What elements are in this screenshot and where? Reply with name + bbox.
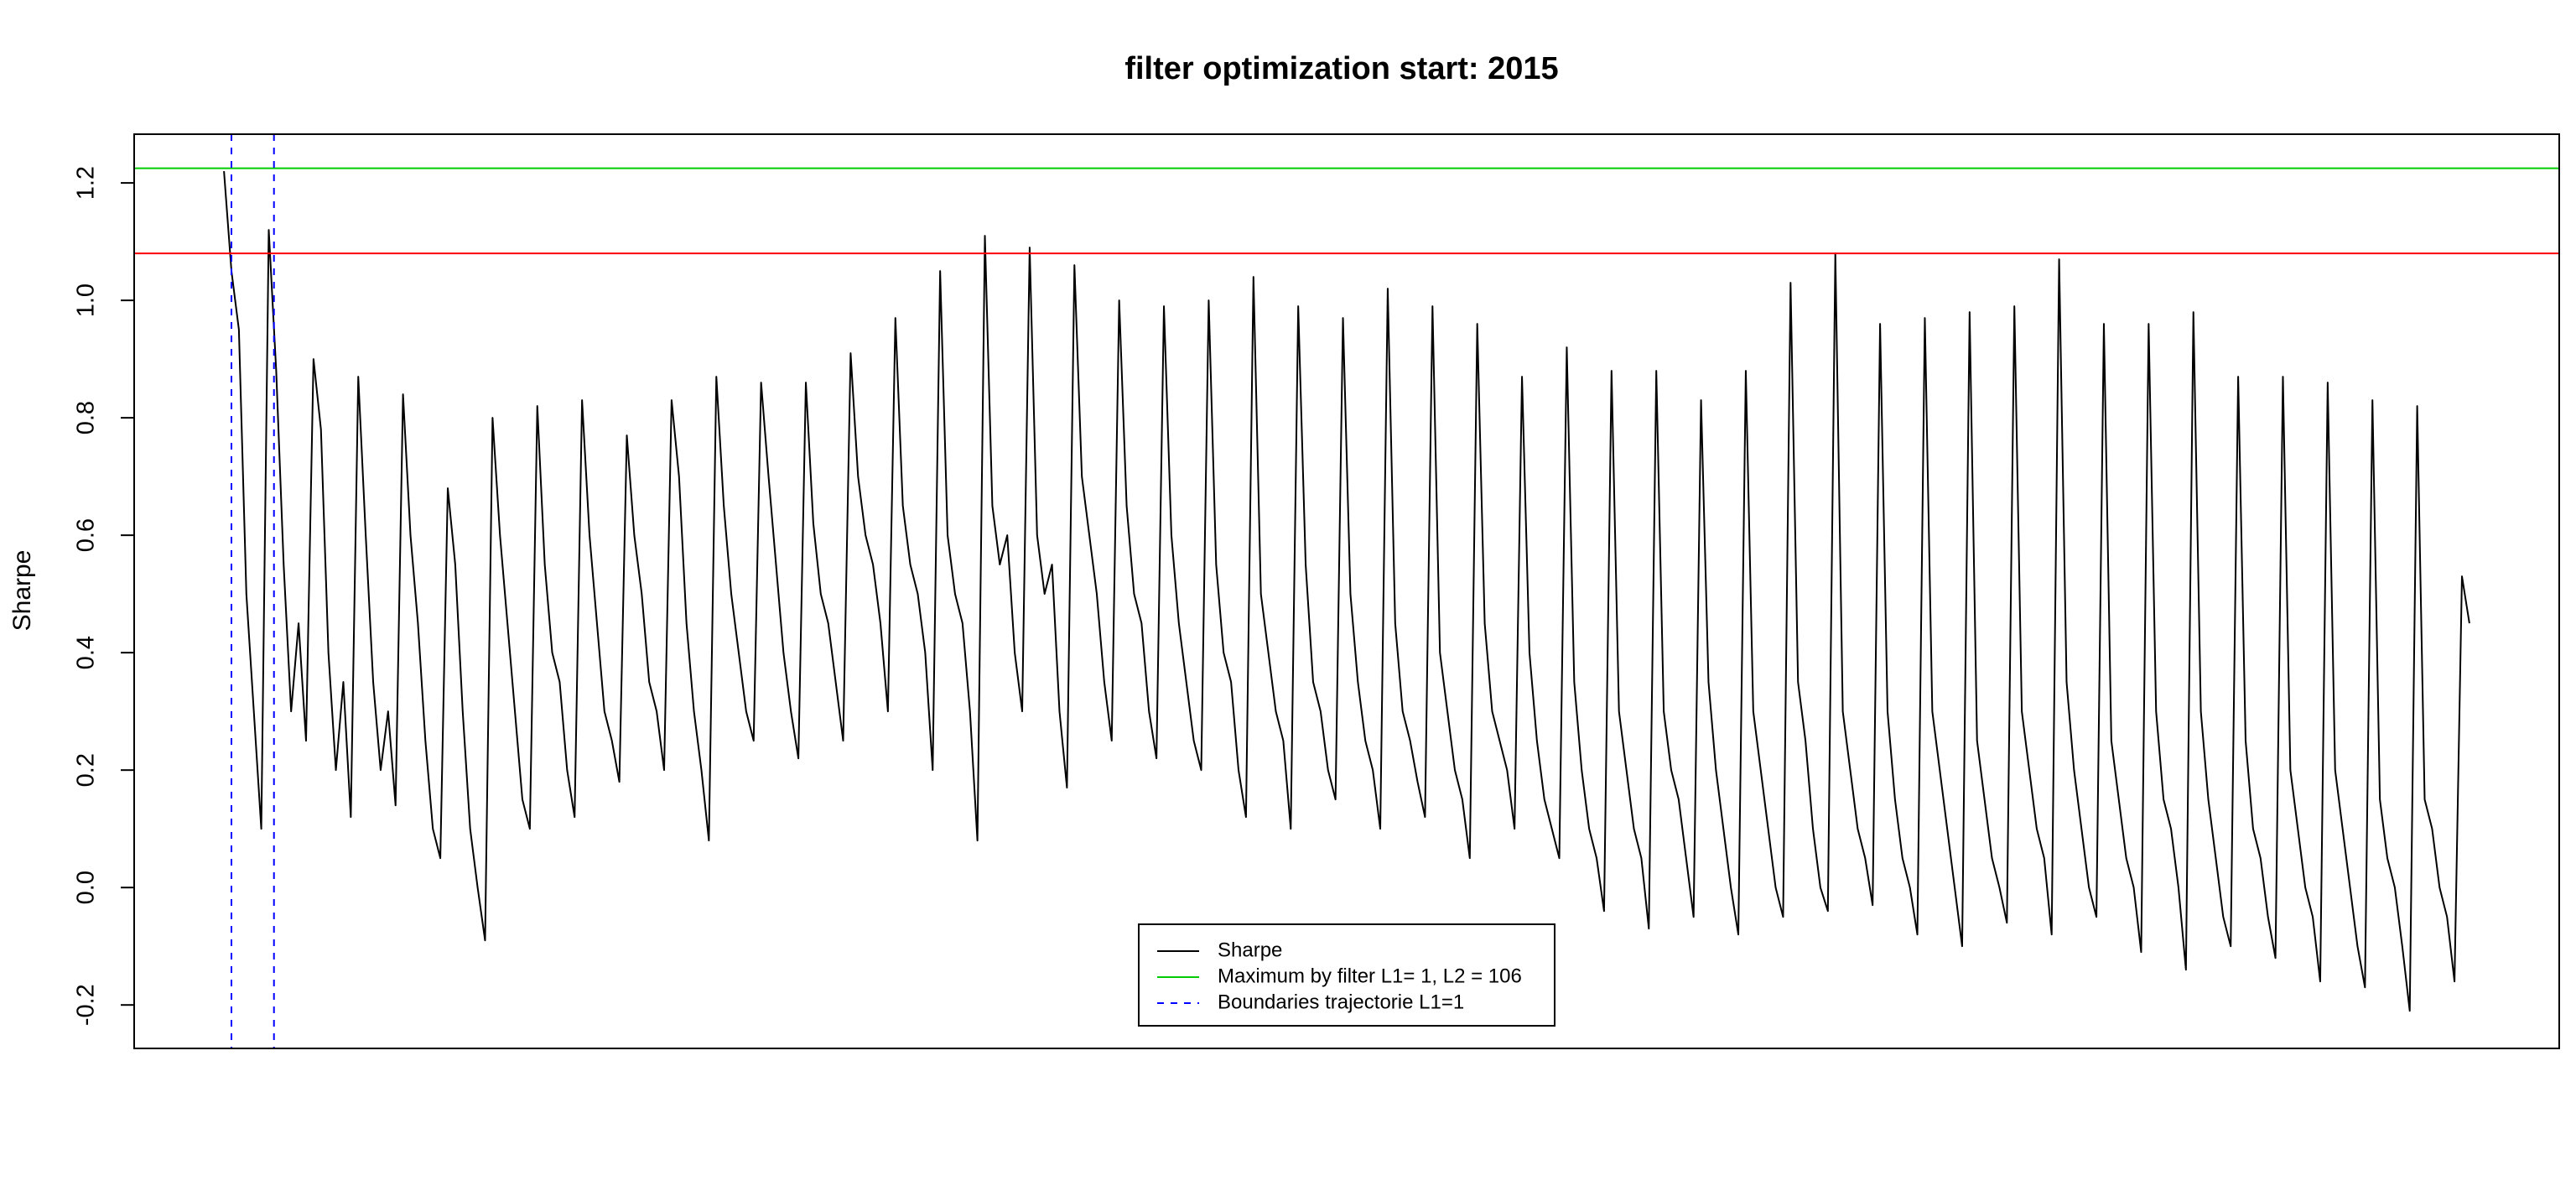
y-tick-label: 0.6 xyxy=(73,518,100,552)
data-line xyxy=(223,171,2470,1012)
legend-label: Maximum by filter L1= 1, L2 = 106 xyxy=(1218,965,1522,987)
y-tick-label: 1.0 xyxy=(73,283,100,317)
y-tick-label: 0.2 xyxy=(73,753,100,787)
y-tick-label: -0.2 xyxy=(73,984,100,1026)
y-tick-label: 0.4 xyxy=(73,636,100,669)
legend-label: Sharpe xyxy=(1218,939,1282,961)
y-tick-label: 1.2 xyxy=(73,166,100,200)
y-tick-label: 0.8 xyxy=(73,401,100,434)
plot-frame xyxy=(133,133,2560,1049)
legend-label: Boundaries trajectorie L1=1 xyxy=(1218,991,1464,1013)
y-tick-label: 0.0 xyxy=(73,871,100,904)
chart-title: filter optimization start: 2015 xyxy=(1124,51,1558,86)
y-axis-label: Sharpe xyxy=(8,550,36,632)
legend-box xyxy=(1138,923,1555,1027)
